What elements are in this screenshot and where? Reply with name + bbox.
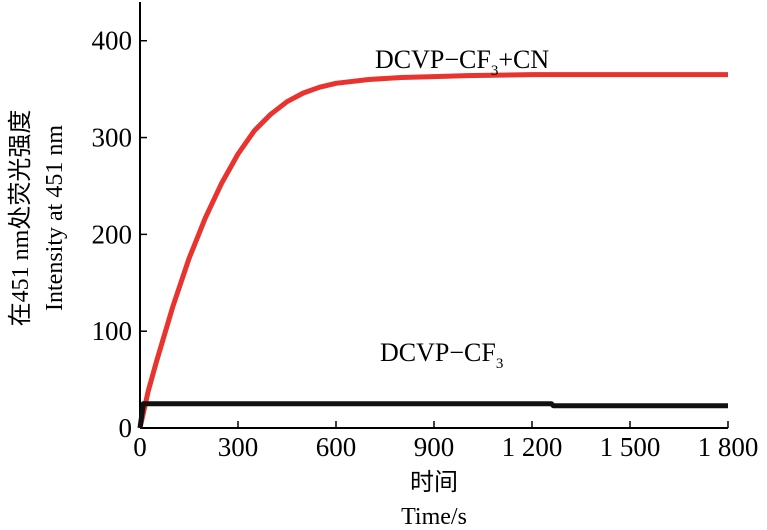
x-tick-label: 1 200 <box>502 432 563 462</box>
y-axis-label-cn: 在451 nm处荧光强度 <box>7 110 34 327</box>
y-tick-label: 300 <box>92 123 133 153</box>
y-tick-label: 0 <box>119 413 133 443</box>
y-tick-label: 100 <box>92 316 133 346</box>
series-line-1 <box>137 401 728 429</box>
x-axis-label-cn: 时间 <box>410 469 458 496</box>
series-lines <box>137 72 728 429</box>
x-tick-label: 1 800 <box>698 432 759 462</box>
y-tick-label: 400 <box>92 26 133 56</box>
x-tick-label: 300 <box>218 432 259 462</box>
series-label-0: DCVP−CF3+CN <box>375 45 549 79</box>
x-tick-label: 600 <box>316 432 357 462</box>
series-labels: DCVP−CF3+CN DCVP−CF3 <box>375 45 549 372</box>
y-tick-label: 200 <box>92 219 133 249</box>
series-line-0 <box>137 72 728 429</box>
y-axis-label: Intensity at 451 nm <box>42 125 68 311</box>
x-tick-label: 900 <box>414 432 455 462</box>
x-tick-label: 0 <box>133 432 147 462</box>
series-label-1: DCVP−CF3 <box>380 338 503 372</box>
x-axis-label: Time/s <box>401 504 467 530</box>
ticks: 0 300 600 900 1 200 1 500 1 800 0 100 200 300 400 <box>92 26 759 462</box>
x-tick-label: 1 500 <box>600 432 661 462</box>
